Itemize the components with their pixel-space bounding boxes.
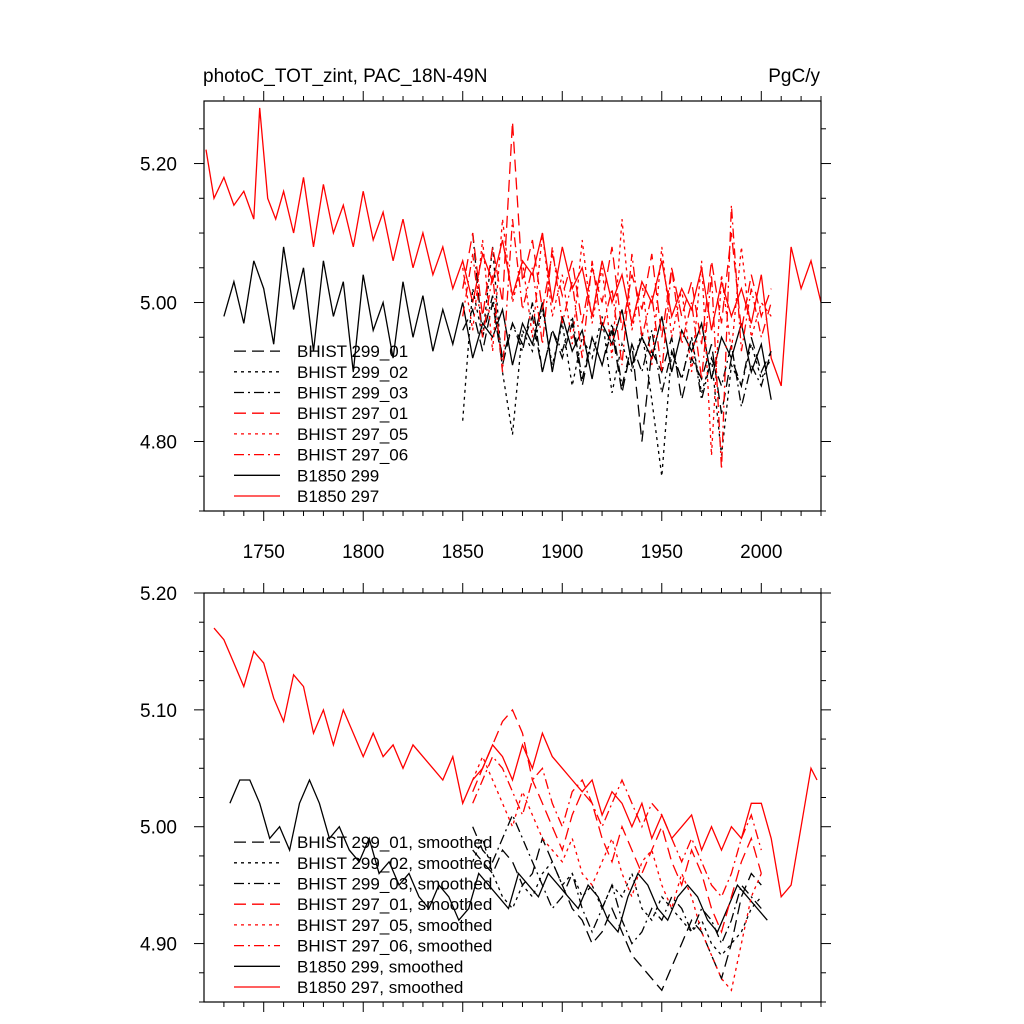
y-tick-label: 5.20 bbox=[140, 155, 177, 176]
legend-label: B1850 297 bbox=[297, 487, 379, 506]
series-line-bhist-297-01 bbox=[462, 121, 772, 345]
legend-label: BHIST 299_02, smoothed bbox=[297, 854, 492, 873]
series-line-bhist-299-03 bbox=[472, 232, 772, 407]
series-line-bhist-297-06-smoothed bbox=[472, 755, 762, 899]
x-tick-label: 1800 bbox=[342, 542, 384, 563]
x-tick-label: 1750 bbox=[243, 542, 285, 563]
legend-label: BHIST 297_06, smoothed bbox=[297, 937, 492, 956]
plot-title: photoC_TOT_zint, PAC_18N-49N bbox=[203, 66, 487, 87]
series-group bbox=[205, 107, 821, 477]
legend-label: BHIST 299_02 bbox=[297, 363, 408, 382]
y-tick-label: 5.00 bbox=[140, 818, 177, 839]
legend-label: BHIST 297_05 bbox=[297, 425, 408, 444]
y-tick-label: 5.10 bbox=[140, 701, 177, 722]
series-group bbox=[213, 627, 818, 992]
legend-label: BHIST 299_03 bbox=[297, 384, 408, 403]
series-line-b1850-297 bbox=[205, 107, 821, 387]
legend-label: BHIST 297_01 bbox=[297, 404, 408, 423]
y-tick-label: 5.00 bbox=[140, 294, 177, 315]
series-line-bhist-299-03-smoothed bbox=[472, 813, 762, 946]
y-tick-label: 4.80 bbox=[140, 433, 177, 454]
series-line-bhist-299-01 bbox=[462, 302, 772, 442]
plot-frame bbox=[203, 100, 822, 512]
series-line-bhist-297-05 bbox=[462, 219, 772, 456]
legend-label: B1850 299 bbox=[297, 466, 379, 485]
series-line-b1850-297-smoothed bbox=[213, 627, 818, 899]
y-tick-label: 4.90 bbox=[140, 935, 177, 956]
legend-label: BHIST 299_03, smoothed bbox=[297, 875, 492, 894]
x-tick-label: 1850 bbox=[442, 542, 484, 563]
series-line-b1850-299-smoothed bbox=[229, 778, 768, 934]
legend: BHIST 299_01, smoothed BHIST 299_02, smoo… bbox=[234, 833, 492, 997]
legend-label: BHIST 299_01, smoothed bbox=[297, 833, 492, 852]
top-panel: 1750 1800 1850 1900 1950 2000 4.80 5.00 5.20 BHIS… bbox=[140, 91, 831, 563]
x-tick-label: 2000 bbox=[740, 542, 782, 563]
x-tick-label: 1950 bbox=[641, 542, 683, 563]
plot-units: PgC/y bbox=[768, 66, 820, 87]
x-tick-label: 1900 bbox=[541, 542, 583, 563]
series-line-bhist-297-05-smoothed bbox=[472, 754, 762, 992]
series-line-bhist-299-02-smoothed bbox=[472, 836, 762, 957]
legend-label: BHIST 297_01, smoothed bbox=[297, 895, 492, 914]
legend-label: BHIST 297_05, smoothed bbox=[297, 916, 492, 935]
series-line-bhist-297-01-smoothed bbox=[472, 708, 762, 934]
legend-label: BHIST 297_06 bbox=[297, 446, 408, 465]
legend-label: B1850 297, smoothed bbox=[297, 978, 463, 997]
legend-label: BHIST 299_01 bbox=[297, 342, 408, 361]
legend-label: B1850 299, smoothed bbox=[297, 957, 463, 976]
series-line-bhist-299-01-smoothed bbox=[472, 836, 762, 992]
y-tick-label: 5.20 bbox=[140, 584, 177, 605]
